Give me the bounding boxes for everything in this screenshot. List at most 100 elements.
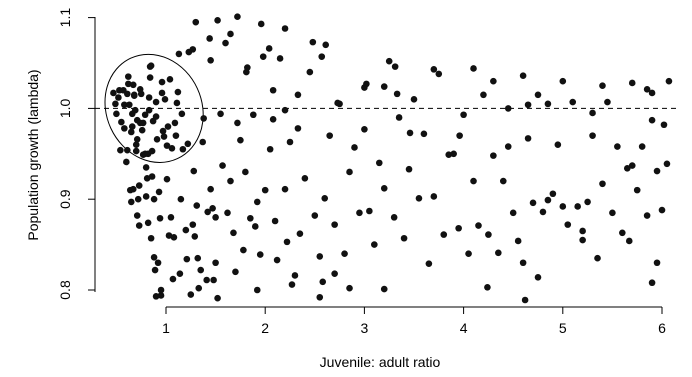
data-point xyxy=(385,57,393,65)
data-point xyxy=(490,152,497,159)
data-point xyxy=(380,285,388,293)
data-point xyxy=(170,234,178,241)
data-point xyxy=(534,91,542,99)
data-point xyxy=(207,56,214,64)
data-point xyxy=(192,18,200,26)
data-point xyxy=(321,194,329,202)
data-point xyxy=(243,68,250,76)
data-point xyxy=(237,136,244,144)
data-point xyxy=(121,101,128,109)
data-point xyxy=(440,231,448,238)
data-point xyxy=(265,45,273,52)
data-point xyxy=(415,194,423,202)
data-point xyxy=(604,98,611,106)
data-point xyxy=(158,78,166,86)
data-point xyxy=(129,185,137,193)
data-point xyxy=(524,101,532,109)
data-point xyxy=(309,38,317,46)
data-point xyxy=(594,254,601,262)
data-point xyxy=(115,94,122,101)
data-point xyxy=(166,76,174,83)
data-point xyxy=(257,20,265,28)
x-tick-label: 5 xyxy=(559,320,567,336)
data-point xyxy=(564,221,572,228)
data-point xyxy=(145,94,153,101)
data-point xyxy=(168,145,176,152)
data-point xyxy=(406,129,414,137)
data-point xyxy=(212,259,219,267)
data-point xyxy=(524,135,532,142)
data-point xyxy=(212,214,219,221)
data-point xyxy=(251,223,259,230)
data-point xyxy=(450,150,457,158)
data-point xyxy=(391,63,399,70)
data-point xyxy=(152,113,160,120)
x-tick-label: 2 xyxy=(261,320,269,336)
data-point xyxy=(195,284,203,292)
data-point xyxy=(190,167,198,175)
data-point xyxy=(199,138,207,146)
data-point xyxy=(227,177,234,185)
data-point xyxy=(124,90,131,98)
data-point xyxy=(484,283,491,291)
y-axis-title: Population growth (lambda) xyxy=(25,69,41,240)
data-point xyxy=(148,147,156,155)
x-tick-label: 3 xyxy=(361,320,369,336)
data-point xyxy=(519,72,527,80)
data-point xyxy=(665,77,673,85)
data-point xyxy=(172,132,180,139)
data-point xyxy=(430,193,438,200)
data-point xyxy=(179,145,187,153)
data-point xyxy=(331,270,338,277)
data-point xyxy=(495,249,502,257)
data-point xyxy=(256,251,264,258)
data-point xyxy=(230,229,237,237)
data-point xyxy=(146,74,154,81)
data-point xyxy=(171,119,179,127)
data-point xyxy=(173,99,181,107)
data-point xyxy=(227,30,234,38)
data-point xyxy=(395,114,403,121)
data-point xyxy=(504,143,512,150)
data-point xyxy=(163,175,171,183)
data-point xyxy=(150,195,158,203)
data-point xyxy=(485,231,492,238)
data-point xyxy=(165,232,173,239)
data-point xyxy=(326,132,333,139)
data-point xyxy=(187,291,195,298)
data-point xyxy=(273,256,281,264)
data-point xyxy=(319,278,327,286)
data-point xyxy=(123,158,130,166)
data-point xyxy=(291,272,299,279)
data-point xyxy=(194,254,202,262)
data-point xyxy=(142,164,150,171)
data-point xyxy=(653,259,661,267)
data-point xyxy=(623,165,631,172)
data-point xyxy=(609,209,616,217)
data-point xyxy=(455,224,462,232)
data-point xyxy=(361,125,368,133)
data-point xyxy=(390,214,398,221)
data-point xyxy=(145,106,153,114)
data-point xyxy=(176,270,184,277)
data-point xyxy=(341,250,348,257)
data-point xyxy=(207,185,214,193)
data-point xyxy=(154,259,162,267)
data-point xyxy=(234,119,241,127)
data-point xyxy=(529,199,537,207)
data-point xyxy=(283,238,291,246)
data-point xyxy=(121,125,128,132)
data-point xyxy=(380,83,388,90)
data-point xyxy=(628,162,636,169)
data-point xyxy=(653,167,661,175)
data-point xyxy=(157,286,165,294)
data-point xyxy=(322,41,330,49)
data-point xyxy=(663,160,671,168)
data-point xyxy=(311,212,319,219)
x-tick-label: 6 xyxy=(658,320,666,336)
data-point xyxy=(131,106,139,114)
data-point xyxy=(160,133,168,140)
data-point xyxy=(356,209,363,217)
data-point xyxy=(480,91,487,99)
